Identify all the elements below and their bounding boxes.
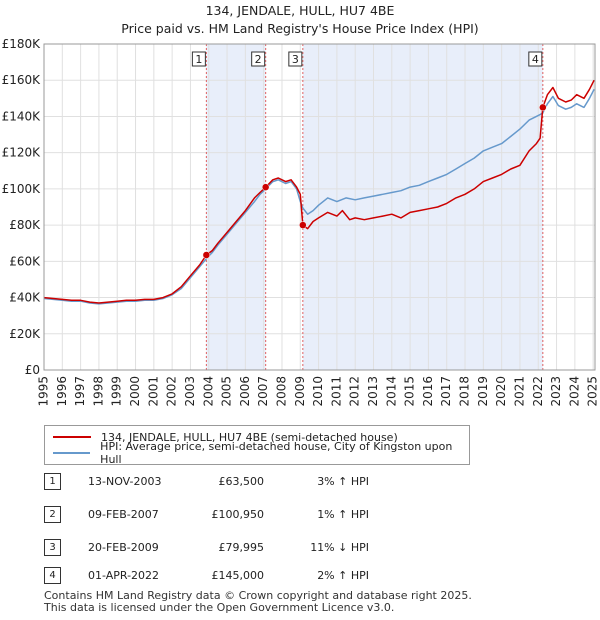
x-tick-label: 2015 [403, 376, 417, 407]
x-tick-label: 1995 [37, 376, 51, 407]
y-tick-label: £0 [25, 363, 40, 377]
y-tick-label: £40K [9, 291, 41, 305]
x-tick-label: 2022 [531, 376, 545, 407]
x-tick-label: 2014 [384, 376, 398, 407]
sale-marker-label: 1 [195, 53, 202, 66]
sale-marker-box [251, 51, 266, 67]
sale-marker-label: 4 [532, 53, 539, 66]
footer-attribution: Contains HM Land Registry data © Crown c… [44, 590, 472, 614]
x-tick-label: 2018 [458, 376, 472, 407]
x-tick-label: 2004 [201, 376, 215, 407]
sale-price: £63,500 [218, 475, 265, 488]
sale-row: 2 09-FEB-2007 £100,950 1% ↑ HPI [44, 506, 464, 524]
y-tick-label: £60K [9, 254, 41, 268]
sale-marker-label: 2 [255, 53, 262, 66]
legend-swatch-hpi [53, 452, 91, 454]
sale-date: 01-APR-2022 [88, 569, 160, 582]
legend-item-property: 134, JENDALE, HULL, HU7 4BE (semi-detach… [53, 429, 398, 445]
sale-number-badge: 4 [44, 567, 61, 584]
x-tick-label: 2008 [274, 376, 288, 407]
chart-title-line2: Price paid vs. HM Land Registry's House … [121, 21, 479, 36]
y-tick-label: £100K [2, 182, 42, 196]
sale-price: £145,000 [211, 569, 265, 582]
sale-hpi-change: 1% ↑ HPI [317, 508, 369, 521]
x-tick-label: 2023 [549, 376, 563, 407]
legend-label-property: 134, JENDALE, HULL, HU7 4BE (semi-detach… [101, 430, 398, 444]
sale-number-badge: 3 [44, 539, 61, 556]
x-tick-label: 2000 [128, 376, 142, 407]
x-tick-label: 2017 [439, 376, 453, 407]
sale-marker-box [191, 51, 206, 67]
footer-line2: This data is licensed under the Open Gov… [44, 601, 395, 614]
shaded-period [302, 44, 543, 370]
legend: 134, JENDALE, HULL, HU7 4BE (semi-detach… [44, 425, 470, 466]
x-tick-label: 2012 [348, 376, 362, 407]
footer-line1: Contains HM Land Registry data © Crown c… [44, 589, 472, 602]
sale-point [299, 221, 307, 229]
chart-title: 134, JENDALE, HULL, HU7 4BE Price paid v… [0, 2, 600, 38]
hpi-line [43, 88, 595, 305]
sale-row: 4 01-APR-2022 £145,000 2% ↑ HPI [44, 567, 464, 585]
sale-number-badge: 1 [44, 473, 61, 490]
sale-row: 3 20-FEB-2009 £79,995 11% ↓ HPI [44, 539, 464, 557]
sale-marker-label: 3 [292, 53, 299, 66]
x-tick-label: 2019 [476, 376, 490, 407]
x-tick-label: 2013 [366, 376, 380, 407]
x-tick-label: 2002 [165, 376, 179, 407]
y-tick-label: £120K [2, 146, 42, 160]
x-tick-label: 1997 [73, 376, 87, 407]
y-tick-label: £20K [9, 327, 41, 341]
y-tick-label: £180K [2, 37, 42, 51]
sale-price: £79,995 [218, 541, 265, 554]
x-tick-label: 2005 [220, 376, 234, 407]
sale-price: £100,950 [211, 508, 265, 521]
x-tick-label: 2020 [494, 376, 508, 407]
x-tick-label: 1999 [110, 376, 124, 407]
sale-date: 13-NOV-2003 [88, 475, 162, 488]
legend-label-hpi: HPI: Average price, semi-detached house,… [100, 440, 453, 466]
x-tick-label: 2006 [238, 376, 252, 407]
sale-row: 1 13-NOV-2003 £63,500 3% ↑ HPI [44, 473, 464, 491]
y-tick-label: £80K [9, 218, 41, 232]
x-tick-label: 1998 [91, 376, 105, 407]
chart-title-line1: 134, JENDALE, HULL, HU7 4BE [205, 3, 395, 18]
sale-point [539, 103, 547, 112]
property-price-line [43, 79, 595, 304]
sale-marker-box [528, 51, 543, 67]
sale-hpi-change: 11% ↓ HPI [310, 541, 369, 554]
price-chart: £0 £20K £40K £60K £80K £100K £120K £140K £160K £1… [2, 37, 600, 407]
x-tick-label: 2001 [146, 376, 160, 407]
x-tick-label: 2024 [567, 376, 581, 407]
sale-date: 20-FEB-2009 [88, 541, 159, 554]
x-tick-label: 2007 [256, 376, 270, 407]
sale-marker-box [288, 51, 303, 67]
legend-swatch-property [53, 436, 91, 438]
sale-point [202, 251, 211, 259]
shaded-period [206, 44, 266, 370]
legend-item-hpi: HPI: Average price, semi-detached house,… [53, 440, 469, 466]
sale-number-badge: 2 [44, 506, 61, 523]
x-tick-label: 2011 [329, 376, 343, 407]
x-tick-label: 2016 [421, 376, 435, 407]
sale-date: 09-FEB-2007 [88, 508, 159, 521]
x-tick-label: 2010 [311, 376, 325, 407]
x-tick-label: 2009 [293, 376, 307, 407]
plot-border [43, 43, 596, 371]
x-tick-label: 1996 [55, 376, 69, 407]
x-tick-label: 2003 [183, 376, 197, 407]
sale-hpi-change: 2% ↑ HPI [317, 569, 369, 582]
y-tick-label: £160K [2, 73, 42, 87]
sale-hpi-change: 3% ↑ HPI [317, 475, 369, 488]
y-tick-label: £140K [2, 109, 42, 123]
x-tick-label: 2025 [586, 376, 600, 407]
x-tick-label: 2021 [512, 376, 526, 407]
sale-point [261, 183, 270, 191]
